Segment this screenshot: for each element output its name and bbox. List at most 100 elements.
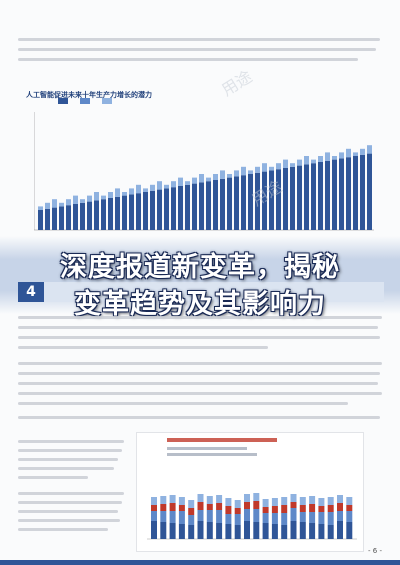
bar <box>101 195 106 200</box>
bar <box>171 181 176 188</box>
bar <box>136 193 141 230</box>
legend-item <box>80 98 92 105</box>
bar <box>115 196 120 230</box>
bar <box>108 198 113 230</box>
stacked-bar-segment <box>262 499 269 507</box>
bar <box>80 199 85 203</box>
stacked-bar-segment <box>160 496 167 504</box>
bar <box>220 178 225 230</box>
chart-legend <box>58 98 114 105</box>
bar <box>136 184 141 194</box>
stacked-bar-segment <box>244 509 250 521</box>
footer-bar <box>0 560 400 565</box>
bar <box>339 158 344 230</box>
stacked-bar-segment <box>281 525 288 539</box>
stacked-bar-segment <box>327 497 334 505</box>
bar <box>150 184 155 191</box>
bar <box>227 174 232 178</box>
stacked-bar-segment <box>309 496 316 504</box>
bar <box>164 184 169 189</box>
stacked-bar-segment <box>299 512 306 522</box>
stacked-bar-segment <box>178 511 185 524</box>
bar <box>283 168 288 230</box>
stacked-bar-segment <box>337 495 343 503</box>
bar <box>241 175 246 230</box>
bar <box>143 188 148 192</box>
stacked-bar-segment <box>253 501 260 509</box>
stacked-bar-segment <box>318 512 325 524</box>
bar <box>192 183 197 230</box>
stacked-bar-segment <box>309 523 316 539</box>
bar <box>185 184 190 230</box>
bar <box>52 199 57 208</box>
bar <box>45 202 50 209</box>
bar <box>290 166 295 230</box>
bar <box>353 152 358 156</box>
secondary-chart <box>136 432 364 552</box>
bar <box>248 174 253 230</box>
bar <box>339 152 344 159</box>
bar <box>304 156 309 165</box>
bar <box>80 202 85 230</box>
stacked-bar-segment <box>197 502 204 510</box>
bar <box>269 166 274 171</box>
stacked-bar-segment <box>337 503 343 511</box>
stacked-bar-chart <box>147 493 357 540</box>
stacked-bar-segment <box>197 494 204 502</box>
bar <box>297 165 302 230</box>
stacked-bar-segment <box>188 508 195 515</box>
stacked-bar-segment <box>262 523 269 539</box>
bar <box>311 159 316 164</box>
bar <box>73 204 78 230</box>
stacked-bar-segment <box>244 521 250 539</box>
bar <box>73 195 78 204</box>
stacked-bar-segment <box>290 494 297 502</box>
bar <box>150 190 155 230</box>
bar <box>59 206 64 230</box>
stacked-bar-segment <box>188 525 195 539</box>
bar <box>206 181 211 230</box>
bar <box>248 170 253 174</box>
stacked-bar-segment <box>262 513 269 523</box>
bar <box>262 171 267 230</box>
section-number: 4 <box>18 282 44 302</box>
legend-line <box>167 453 257 456</box>
bar <box>178 177 183 186</box>
stacked-bar-segment <box>206 504 213 510</box>
stacked-bar-segment <box>271 498 278 506</box>
stacked-bar-segment <box>318 498 325 506</box>
stacked-bar-segment <box>216 523 223 539</box>
stacked-bar-segment <box>234 508 241 514</box>
stacked-bar-segment <box>271 506 278 513</box>
stacked-bar-segment <box>178 505 185 511</box>
chart-title: 人工智能促进未来十年生产力增长的潜力 <box>26 91 152 99</box>
stacked-bar-segment <box>169 503 176 511</box>
stacked-bar-segment <box>271 513 278 524</box>
bar <box>122 195 127 230</box>
bar <box>318 156 323 162</box>
page-number: - 6 - <box>368 547 382 555</box>
stacked-bar-segment <box>244 502 250 509</box>
bar-chart <box>34 112 374 231</box>
stacked-bar-segment <box>281 513 288 525</box>
bar <box>94 192 99 201</box>
bar <box>59 202 64 207</box>
bar <box>276 163 281 170</box>
bar <box>87 195 92 202</box>
stacked-bar-segment <box>169 511 176 523</box>
bar <box>234 176 239 230</box>
bar <box>213 180 218 230</box>
stacked-bar-segment <box>346 505 353 511</box>
stacked-bar-segment <box>160 522 167 539</box>
stacked-bar-segment <box>299 505 306 512</box>
stacked-bar-segment <box>160 504 167 511</box>
stacked-bar-segment <box>281 497 288 505</box>
bar <box>241 166 246 176</box>
bar <box>164 188 169 230</box>
watermark: 用途 <box>218 66 256 100</box>
bar <box>318 162 323 230</box>
stacked-bar-segment <box>271 524 278 539</box>
stacked-bar-segment <box>160 511 167 522</box>
stacked-bar-segment <box>318 524 325 539</box>
